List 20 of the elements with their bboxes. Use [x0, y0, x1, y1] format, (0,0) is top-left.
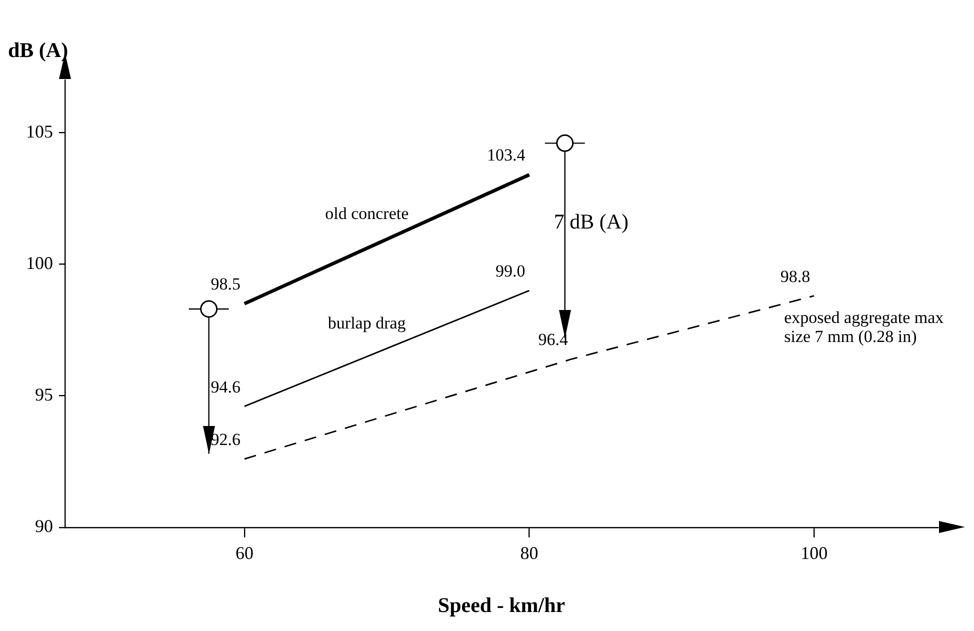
series-label: burlap drag: [328, 313, 406, 332]
data-label: 92.6: [210, 430, 240, 449]
x-tick-label: 60: [235, 542, 254, 563]
data-label: 96.4: [538, 330, 568, 349]
series-label: old concrete: [325, 204, 409, 224]
y-tick-label: 100: [26, 252, 53, 273]
x-tick-label: 80: [520, 542, 538, 563]
annotation: 7 dB (A): [554, 210, 629, 234]
x-axis-title: Speed - km/hr: [438, 592, 566, 617]
data-label: 98.5: [210, 274, 240, 294]
data-label: 103.4: [487, 146, 526, 165]
data-label: 94.6: [210, 377, 240, 396]
data-label: 98.8: [780, 266, 810, 286]
y-tick-label: 105: [26, 121, 53, 142]
data-label: 99.0: [496, 262, 526, 281]
y-tick-label: 90: [35, 516, 53, 536]
series-label: exposed aggregate max size 7 mm (0.28 in): [784, 308, 944, 346]
y-tick-label: 95: [35, 384, 53, 405]
y-axis-title: dB (A): [8, 38, 68, 62]
x-tick-label: 100: [800, 542, 828, 563]
